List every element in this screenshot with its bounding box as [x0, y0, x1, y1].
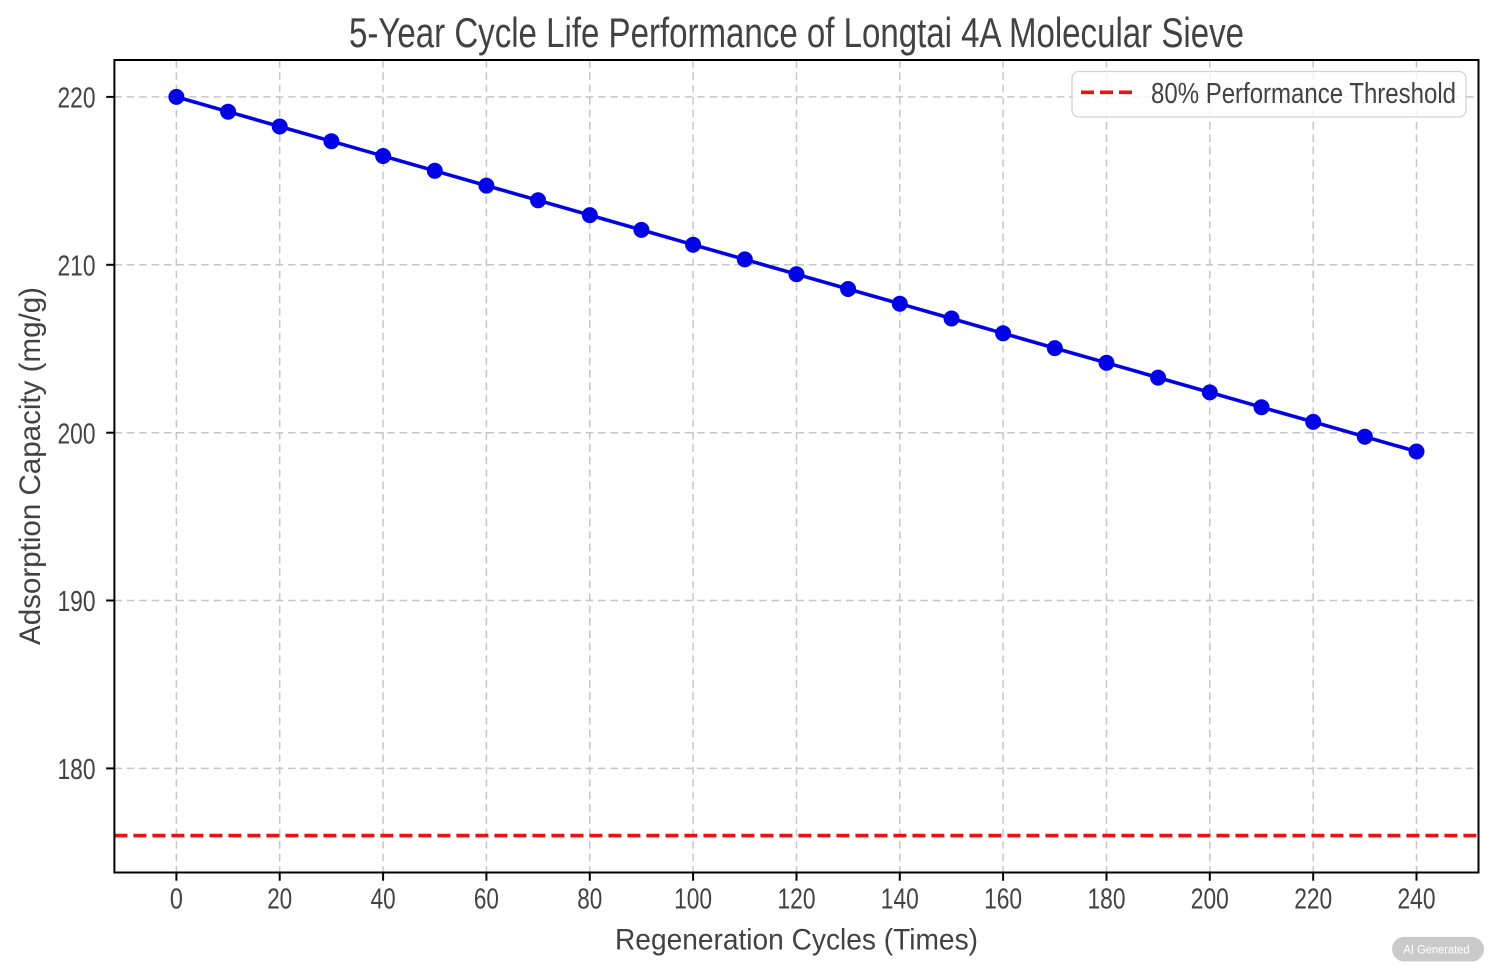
svg-text:40: 40 — [371, 884, 396, 916]
svg-text:80: 80 — [577, 884, 602, 916]
svg-text:180: 180 — [58, 754, 96, 786]
svg-text:Regeneration Cycles (Times): Regeneration Cycles (Times) — [615, 924, 978, 957]
svg-text:80% Performance Threshold: 80% Performance Threshold — [1151, 78, 1456, 110]
svg-text:210: 210 — [58, 250, 96, 282]
svg-text:0: 0 — [170, 884, 183, 916]
svg-text:220: 220 — [58, 83, 96, 115]
svg-text:240: 240 — [1398, 884, 1436, 916]
svg-text:220: 220 — [1294, 884, 1332, 916]
svg-text:160: 160 — [984, 884, 1022, 916]
svg-text:120: 120 — [778, 884, 816, 916]
svg-text:140: 140 — [881, 884, 919, 916]
svg-text:190: 190 — [58, 586, 96, 618]
svg-text:100: 100 — [674, 884, 712, 916]
svg-text:Adsorption Capacity (mg/g): Adsorption Capacity (mg/g) — [14, 287, 47, 645]
svg-text:200: 200 — [58, 418, 96, 450]
svg-text:20: 20 — [267, 884, 292, 916]
svg-text:60: 60 — [474, 884, 499, 916]
svg-text:180: 180 — [1088, 884, 1126, 916]
svg-text:AI Generated: AI Generated — [1404, 944, 1470, 956]
svg-text:5-Year Cycle Life Performance: 5-Year Cycle Life Performance of Longtai… — [349, 9, 1244, 56]
svg-text:200: 200 — [1191, 884, 1229, 916]
